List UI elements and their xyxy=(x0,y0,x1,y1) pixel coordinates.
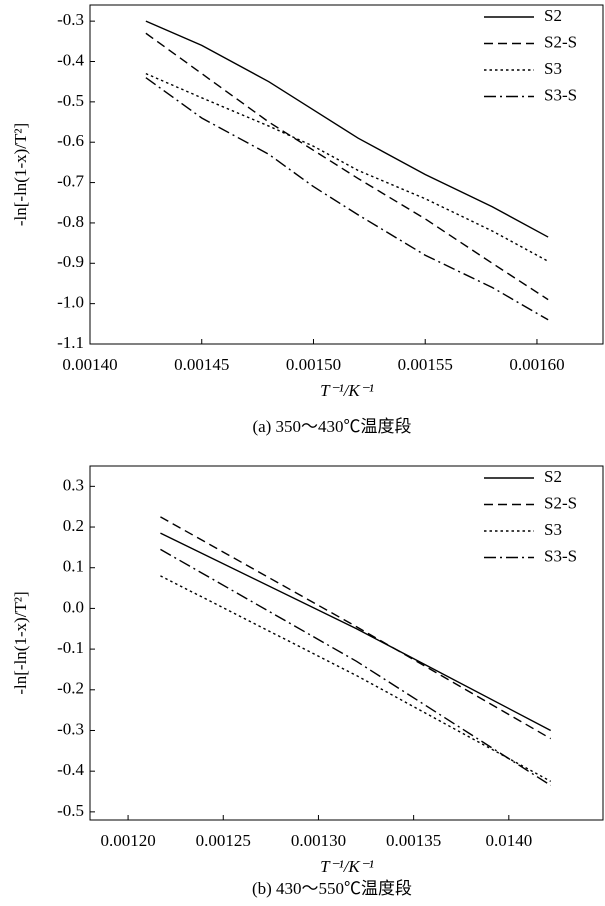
x-tick-label: 0.00150 xyxy=(286,355,341,374)
y-tick-label: 0.0 xyxy=(63,597,84,616)
y-tick-label: -1.0 xyxy=(57,293,84,312)
x-tick-label: 0.00140 xyxy=(62,355,117,374)
series-line xyxy=(160,516,552,740)
x-tick-label: 0.00145 xyxy=(174,355,229,374)
series-line xyxy=(145,72,549,262)
series-line xyxy=(160,575,552,782)
x-tick-label: 0.0140 xyxy=(485,831,532,850)
y-tick-label: -0.6 xyxy=(57,131,84,150)
series-line xyxy=(160,548,552,787)
y-tick-label: -0.2 xyxy=(57,679,84,698)
x-tick-label: 0.00155 xyxy=(398,355,453,374)
y-tick-label: 0.3 xyxy=(63,475,84,494)
y-tick-label: 0.1 xyxy=(63,557,84,576)
y-tick-label: -0.4 xyxy=(57,50,84,69)
y-axis-label: -ln[-ln(1-x)/T²] xyxy=(11,123,30,226)
y-tick-label: -0.1 xyxy=(57,638,84,657)
y-tick-label: -0.4 xyxy=(57,760,84,779)
x-axis-label: T⁻¹/K⁻¹ xyxy=(320,381,374,400)
y-axis-label: -ln[-ln(1-x)/T²] xyxy=(11,591,30,694)
y-tick-label: -0.7 xyxy=(57,171,84,190)
y-tick-label: 0.2 xyxy=(63,516,84,535)
legend-label: S2-S xyxy=(544,32,577,51)
series-line xyxy=(145,77,549,321)
series-line xyxy=(160,532,552,732)
legend-label: S3 xyxy=(544,59,562,78)
legend-label: S3 xyxy=(544,520,562,539)
caption: (a) 350～430℃温度段 xyxy=(252,417,411,436)
x-tick-label: 0.00130 xyxy=(291,831,346,850)
legend-label: S3-S xyxy=(544,85,577,104)
x-tick-label: 0.00120 xyxy=(100,831,155,850)
plot-frame xyxy=(89,465,604,821)
plot-frame xyxy=(89,4,604,345)
x-axis-label: T⁻¹/K⁻¹ xyxy=(320,857,374,876)
legend-label: S2-S xyxy=(544,493,577,512)
legend-label: S2 xyxy=(544,6,562,25)
y-tick-label: -0.5 xyxy=(57,801,84,820)
y-tick-label: -1.1 xyxy=(57,333,84,352)
x-tick-label: 0.00135 xyxy=(386,831,441,850)
y-tick-label: -0.3 xyxy=(57,719,84,738)
y-tick-label: -0.8 xyxy=(57,212,84,231)
y-tick-label: -0.5 xyxy=(57,91,84,110)
legend-label: S3-S xyxy=(544,546,577,565)
series-line xyxy=(145,32,549,301)
legend-label: S2 xyxy=(544,467,562,486)
x-tick-label: 0.00125 xyxy=(196,831,251,850)
series-line xyxy=(145,20,549,238)
caption: (b) 430～550℃温度段 xyxy=(252,879,412,898)
y-tick-label: -0.3 xyxy=(57,10,84,29)
y-tick-label: -0.9 xyxy=(57,252,84,271)
x-tick-label: 0.00160 xyxy=(509,355,564,374)
